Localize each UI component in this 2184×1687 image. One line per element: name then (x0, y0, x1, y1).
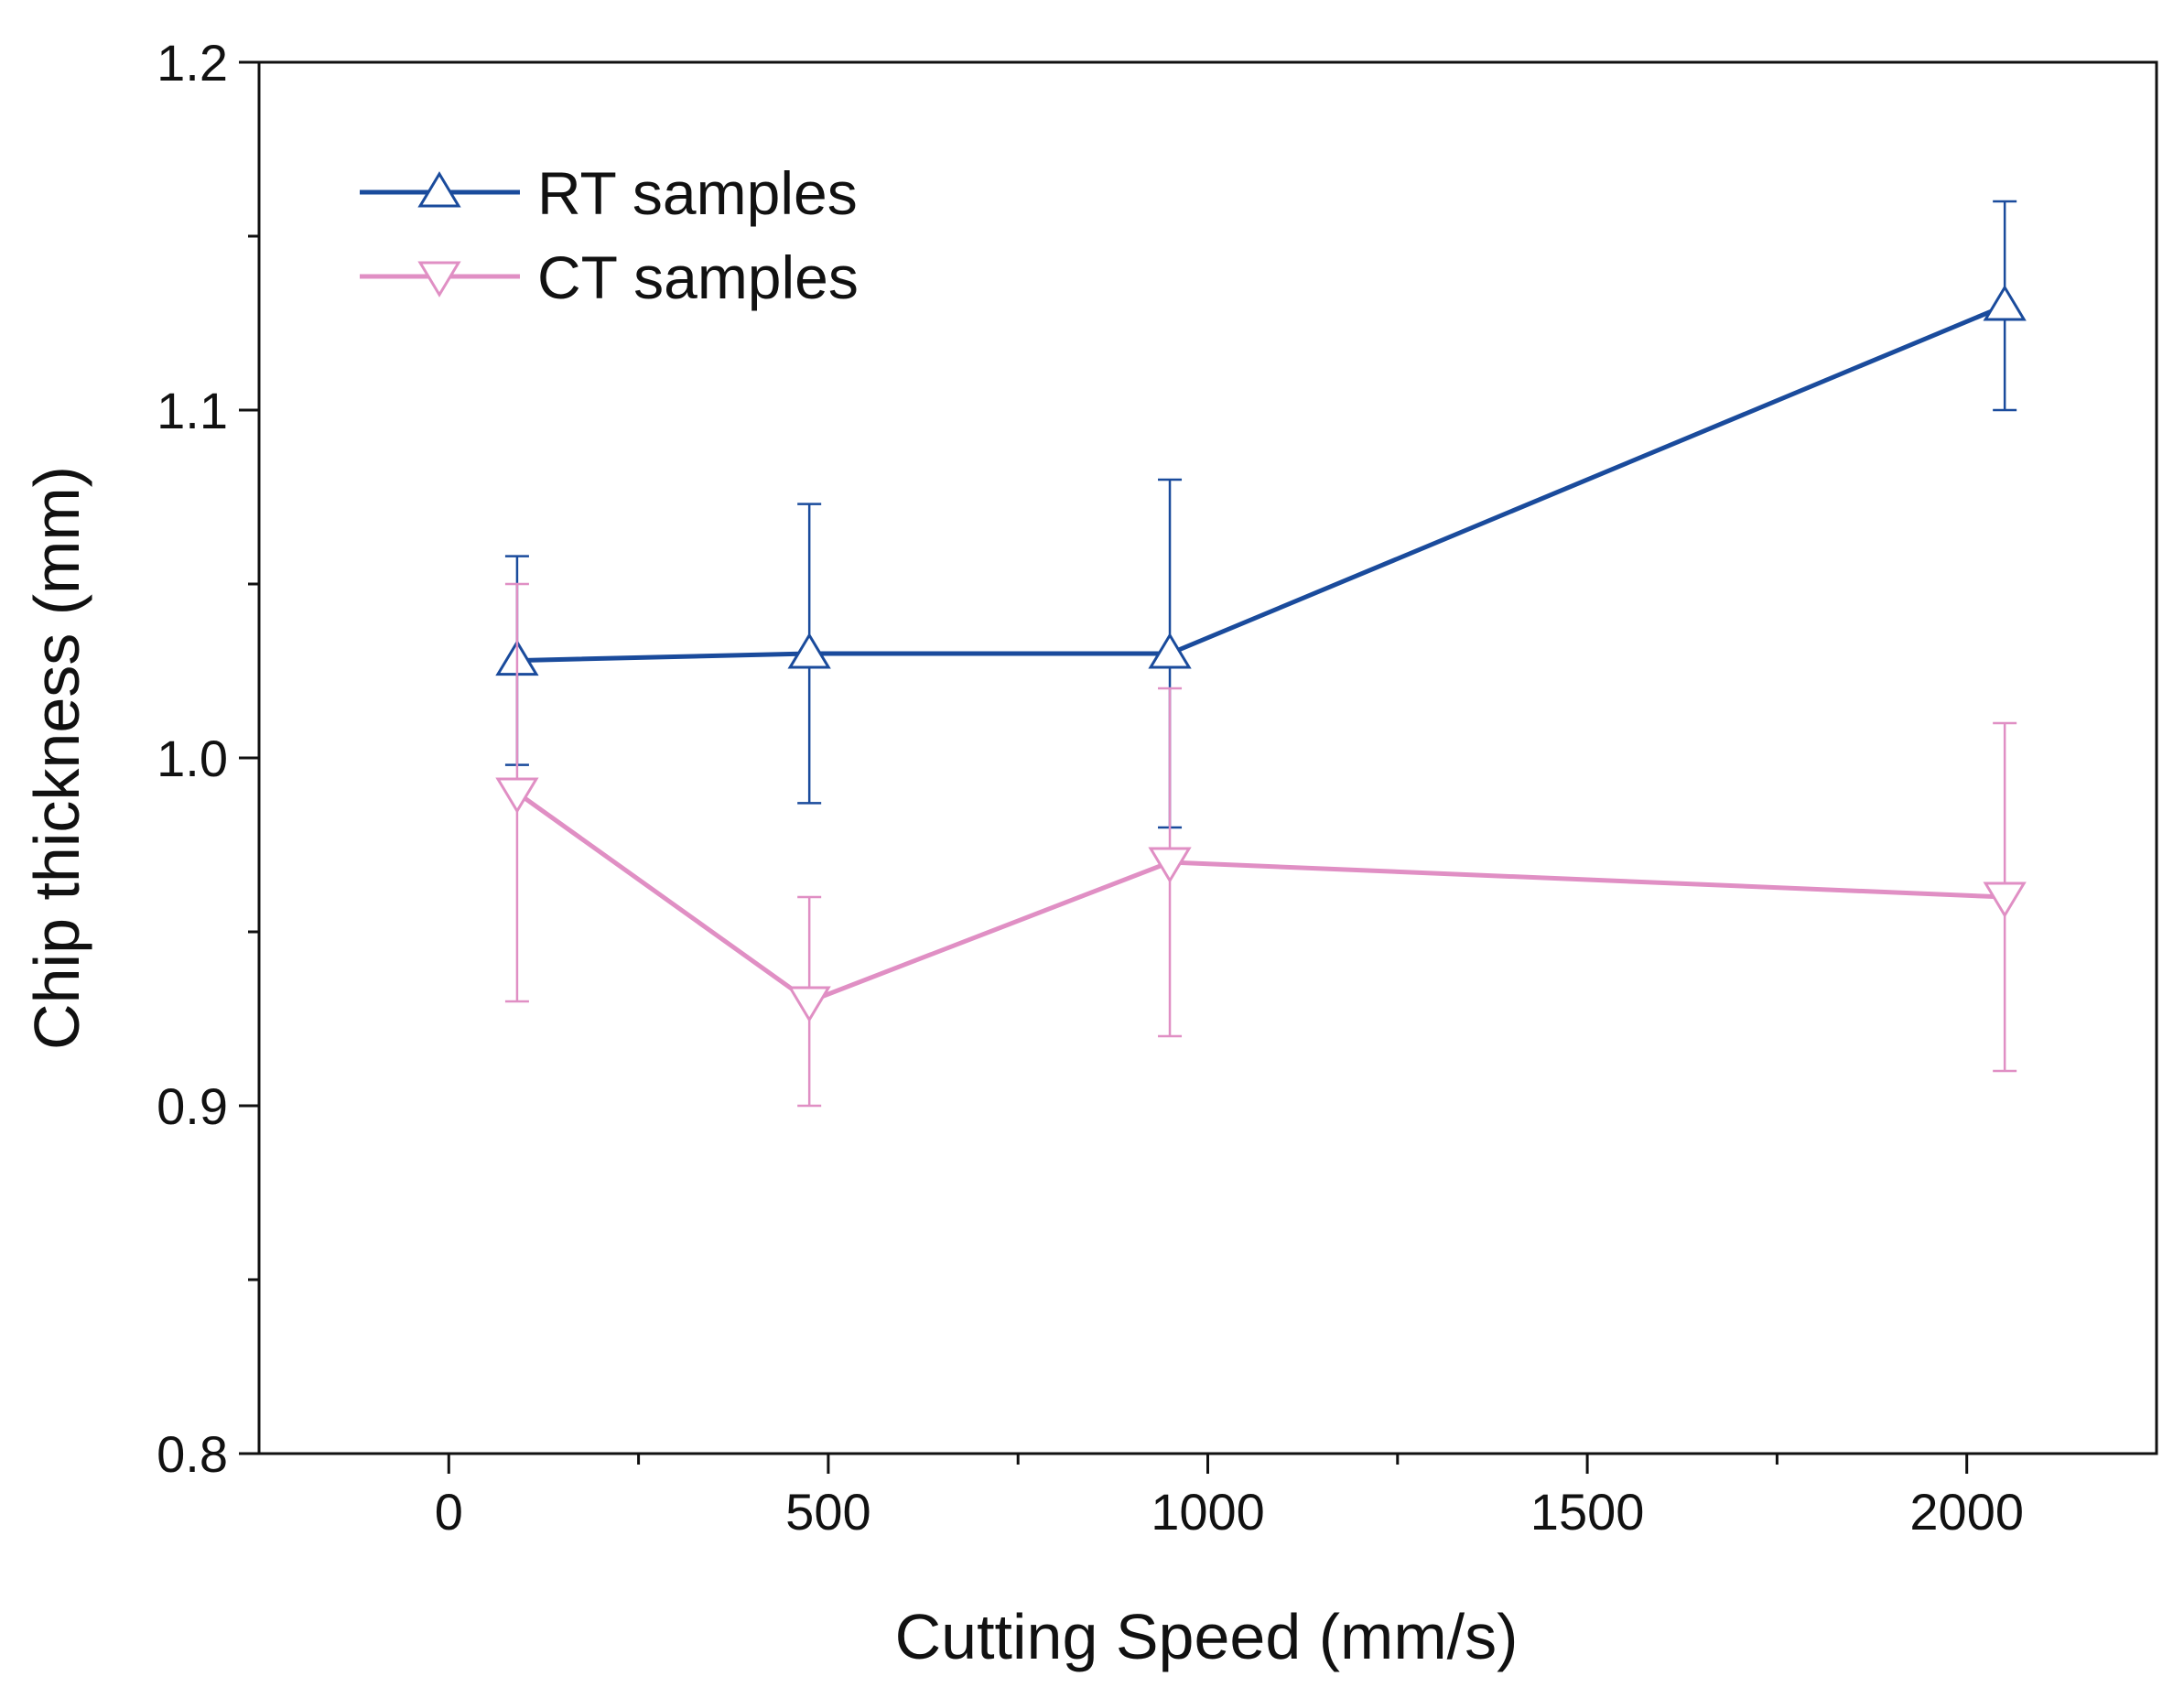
x-tick-label: 2000 (1909, 1483, 2024, 1541)
series-ct-samples (495, 582, 2027, 1108)
series-rt-samples (495, 200, 2027, 829)
data-point (1983, 881, 2027, 918)
series-line (516, 303, 2006, 664)
legend-marker (417, 171, 461, 208)
x-tick-label: 1500 (1530, 1483, 1645, 1541)
y-axis: 0.8 0.9 1.0 1.1 1.2 (157, 34, 259, 1483)
y-tick-label: 1.1 (157, 382, 228, 439)
y-tick-label: 1.2 (157, 34, 228, 92)
data-point (1148, 633, 1192, 669)
data-point (1148, 847, 1192, 883)
legend-item: CT samples (360, 243, 859, 311)
data-point (495, 777, 539, 814)
y-axis-title: Chip thickness (mm) (21, 466, 92, 1050)
x-tick-label: 0 (435, 1483, 463, 1541)
data-point (1983, 285, 2027, 321)
y-tick-label: 0.8 (157, 1425, 228, 1483)
series-line (515, 790, 2006, 1004)
y-tick-label: 1.0 (157, 730, 228, 787)
data-point (787, 986, 831, 1022)
legend: RT samples CT samples (360, 159, 859, 311)
y-tick-label: 0.9 (157, 1077, 228, 1135)
x-tick-label: 1000 (1151, 1483, 1265, 1541)
x-axis: 0 500 1000 1500 2000 (435, 1454, 2024, 1541)
legend-label: RT samples (537, 159, 858, 227)
x-tick-label: 500 (785, 1483, 870, 1541)
data-point (787, 633, 831, 669)
legend-marker (417, 261, 461, 297)
x-axis-title: Cutting Speed (mm/s) (895, 1601, 1519, 1672)
legend-item: RT samples (360, 159, 858, 227)
legend-label: CT samples (537, 243, 859, 311)
series-layer (495, 200, 2027, 1108)
